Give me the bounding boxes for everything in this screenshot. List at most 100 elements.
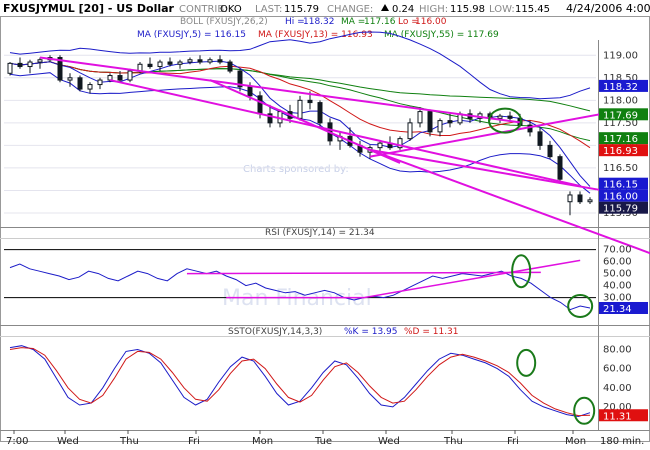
candle-body <box>307 99 313 104</box>
y-tick-label: 40.00 <box>603 383 632 394</box>
boll-ma-value: 117.16 <box>364 17 396 27</box>
candle-body <box>87 84 93 90</box>
ma13-line <box>9 61 591 149</box>
candle-body <box>587 199 593 203</box>
trendline <box>369 148 621 195</box>
y-tick-label: 60.00 <box>603 257 632 268</box>
price-tag <box>599 108 648 121</box>
ssto-value-tag-label: 11.31 <box>603 411 632 422</box>
candle-body <box>537 131 543 146</box>
change-value: 0.24 <box>392 4 414 15</box>
boll-hi-value: 118.32 <box>303 17 335 27</box>
last-label: LAST: <box>255 4 282 15</box>
ssto-k-label: %K = 13.95 <box>344 327 397 337</box>
ssto-k-line <box>9 345 591 418</box>
low-label: LOW: <box>489 4 515 15</box>
candle-body <box>567 194 573 203</box>
x-tick-label: Mon <box>565 436 586 447</box>
highlight-circle <box>488 107 522 134</box>
x-tick-label: Fri <box>507 436 519 447</box>
candle-body <box>197 59 203 63</box>
price-tag-label: 115.79 <box>603 204 638 215</box>
candle-body <box>507 115 513 119</box>
watermark-sponsor: Charts sponsored by: <box>243 164 349 175</box>
price-tag <box>599 132 648 145</box>
price-tag <box>599 79 648 92</box>
high-label: HIGH: <box>419 4 448 15</box>
x-tick-label: Wed <box>57 436 79 447</box>
candle-body <box>237 70 243 88</box>
rsi-trendline <box>363 259 581 299</box>
contrib-value: OKO <box>220 4 242 15</box>
candle-body <box>7 62 13 74</box>
trendline <box>109 79 581 187</box>
change-label: CHANGE: <box>327 4 373 15</box>
candle-body <box>117 75 123 81</box>
candle-body <box>147 63 153 68</box>
candle-body <box>577 194 583 203</box>
datetime: 4/24/2006 4:00 <box>566 2 650 15</box>
y-tick-label: 116.50 <box>603 163 638 174</box>
candle-body <box>417 111 423 124</box>
ssto-value-tag <box>599 409 648 422</box>
candle-body <box>17 62 23 68</box>
ssto-name: SSTO(FXUSJY,14,3,3) <box>228 327 322 337</box>
y-tick-label: 60.00 <box>603 364 632 375</box>
ssto-d-line <box>9 347 591 417</box>
x-tick-label: Tue <box>314 436 332 447</box>
candle-body <box>547 144 553 158</box>
y-tick-label: 70.00 <box>603 245 632 256</box>
trendline <box>369 148 650 255</box>
y-tick-label: 20.00 <box>603 402 632 413</box>
low-value: 115.45 <box>515 4 550 15</box>
candle-body <box>157 61 163 68</box>
x-tick-label: Fri <box>188 436 200 447</box>
highlight-circle <box>516 348 537 377</box>
candle-body <box>297 99 303 119</box>
boll-legend: BOLL (FXUSJY,26,2) Hi = 118.32 MA = 117.… <box>180 17 447 27</box>
y-tick-label: 117.50 <box>603 118 638 129</box>
boll-lo-label: Lo = <box>398 17 419 27</box>
price-tag-label: 118.32 <box>603 82 638 93</box>
boll-lo-value: 116.00 <box>415 17 447 27</box>
candle-body <box>97 79 103 86</box>
candle-body <box>37 59 43 63</box>
contrib-label: CONTRIB: <box>179 4 228 15</box>
candle-body <box>497 115 503 119</box>
rsi-label: RSI (FXUSJY,14) = 21.34 <box>265 228 375 238</box>
candle-body <box>447 120 453 124</box>
candle-body <box>267 113 273 124</box>
candle-body <box>217 59 223 63</box>
rsi-value-tag-label: 21.34 <box>603 304 632 315</box>
candle-body <box>67 77 73 81</box>
highlight-circle <box>573 396 596 425</box>
y-tick-label: 50.00 <box>603 269 632 280</box>
price-tag <box>599 177 648 190</box>
candle-body <box>257 95 263 115</box>
trendline <box>369 109 621 158</box>
symbol-title: FXUSJYMUL [20] - US Dollar <box>3 2 175 15</box>
price-tag-label: 116.00 <box>603 192 638 203</box>
candle-body <box>167 61 173 65</box>
rsi-trendline <box>186 271 541 275</box>
candle-body <box>317 102 323 124</box>
candle-body <box>227 61 233 72</box>
candle-body <box>127 70 133 81</box>
price-tag-label: 116.15 <box>603 180 638 191</box>
candle-body <box>437 120 443 133</box>
ssto-d-label: %D = 11.31 <box>404 327 459 337</box>
price-panel: 119.00118.50118.00117.50117.00116.50116.… <box>4 31 650 255</box>
candle-body <box>407 122 413 140</box>
y-tick-label: 40.00 <box>603 281 632 292</box>
price-tag-label: 116.93 <box>603 146 638 157</box>
rsi-value-tag <box>599 301 648 314</box>
boll-name: BOLL (FXUSJY,26,2) <box>180 17 268 27</box>
y-tick-label: 80.00 <box>603 344 632 355</box>
candle-body <box>77 77 83 90</box>
high-value: 115.98 <box>450 4 485 15</box>
price-tag-label: 117.16 <box>603 134 638 145</box>
candle-body <box>177 61 183 65</box>
candle-body <box>57 57 63 81</box>
